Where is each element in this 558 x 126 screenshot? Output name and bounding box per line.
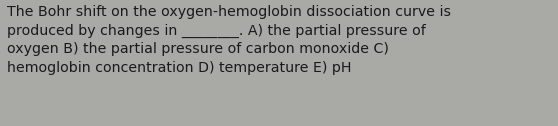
Text: The Bohr shift on the oxygen-hemoglobin dissociation curve is
produced by change: The Bohr shift on the oxygen-hemoglobin …: [7, 5, 451, 75]
